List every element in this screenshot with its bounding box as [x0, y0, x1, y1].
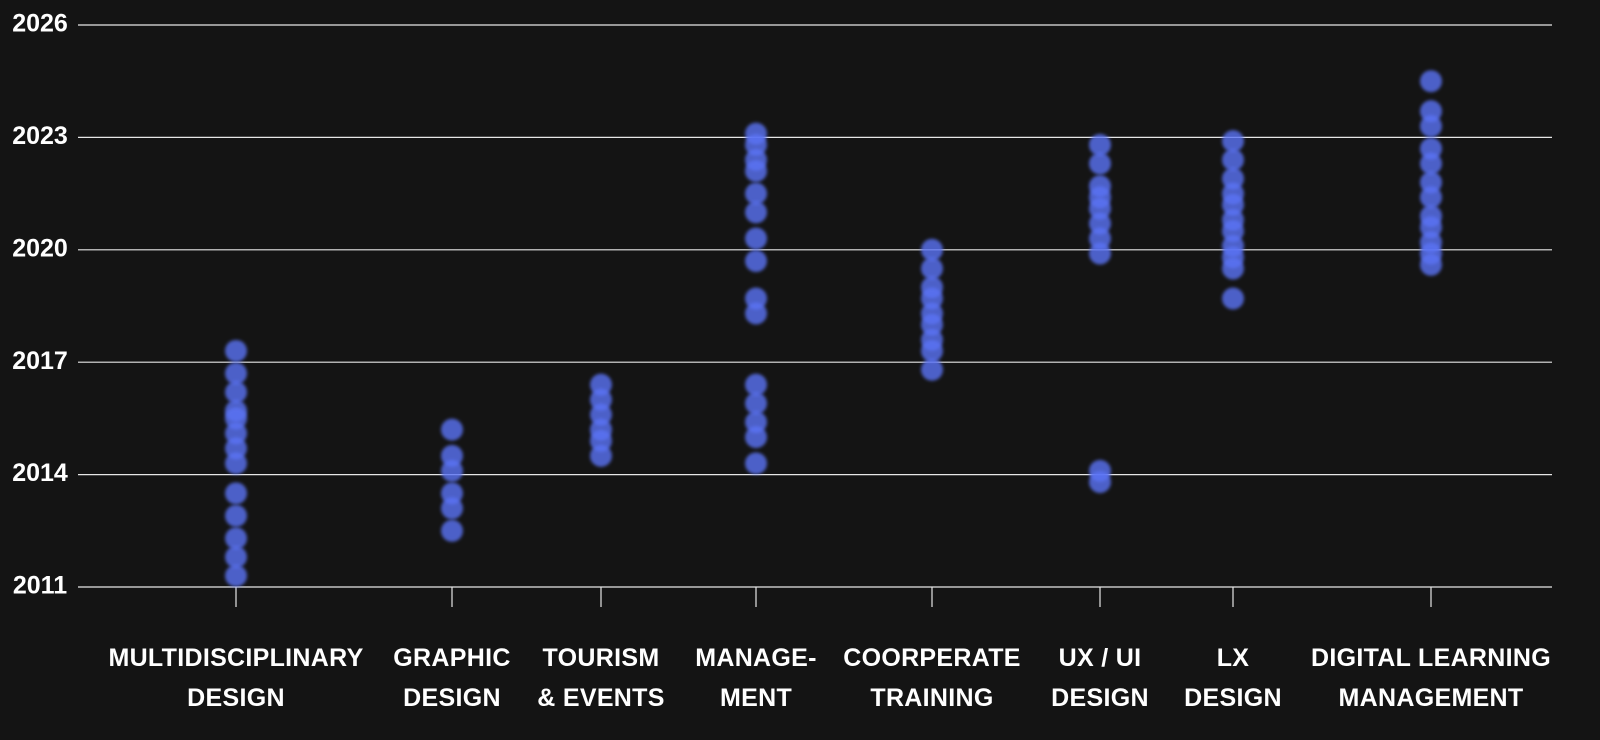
dot: [745, 201, 767, 224]
dot: [441, 459, 463, 482]
x-tick-label: COORPERATE TRAINING: [843, 644, 1021, 712]
dot: [745, 182, 767, 205]
dot: [1420, 70, 1442, 93]
x-tick-label: UX / UI DESIGN: [1051, 644, 1149, 712]
dot: [745, 302, 767, 325]
dot: [1222, 148, 1244, 171]
dot: [225, 381, 247, 404]
dot: [590, 444, 612, 467]
dot: [225, 452, 247, 475]
dot: [1089, 242, 1111, 265]
y-tick-label: 2026: [12, 10, 68, 38]
x-tick-label: GRAPHIC DESIGN: [393, 644, 511, 712]
dot: [441, 418, 463, 441]
dot: [441, 519, 463, 542]
dot: [745, 373, 767, 396]
dot: [1420, 186, 1442, 209]
x-tick-label: LX DESIGN: [1184, 644, 1282, 712]
dot: [1420, 115, 1442, 138]
dot: [225, 362, 247, 385]
dot: [1222, 287, 1244, 310]
dot: [921, 339, 943, 362]
dot: [1222, 257, 1244, 280]
dot: [225, 527, 247, 550]
dot: [921, 358, 943, 381]
y-tick-label: 2011: [13, 572, 67, 600]
y-tick-label: 2017: [12, 347, 68, 375]
dot: [225, 504, 247, 527]
dot: [1089, 471, 1111, 494]
x-tick-label: MULTIDISCIPLINARY DESIGN: [108, 644, 364, 712]
dot: [745, 227, 767, 250]
dot: [745, 426, 767, 449]
dot: [225, 564, 247, 587]
y-tick-label: 2020: [12, 234, 68, 262]
dot: [921, 257, 943, 280]
dot: [1420, 253, 1442, 276]
dot: [745, 452, 767, 475]
dot: [1089, 152, 1111, 175]
dot: [225, 339, 247, 362]
dot: [745, 160, 767, 183]
dot: [1222, 130, 1244, 153]
dot: [1420, 152, 1442, 175]
x-tick-label: MANAGE- MENT: [695, 644, 817, 712]
dot: [921, 238, 943, 261]
dot: [441, 497, 463, 520]
x-tick-label: DIGITAL LEARNING MANAGEMENT: [1311, 644, 1551, 712]
dot: [745, 250, 767, 273]
dot: [225, 546, 247, 569]
dot: [1089, 133, 1111, 156]
dot: [225, 482, 247, 505]
dot: [745, 392, 767, 415]
x-tick-label: TOURISM & EVENTS: [537, 644, 665, 712]
y-tick-label: 2023: [12, 122, 68, 150]
y-tick-label: 2014: [12, 459, 68, 487]
